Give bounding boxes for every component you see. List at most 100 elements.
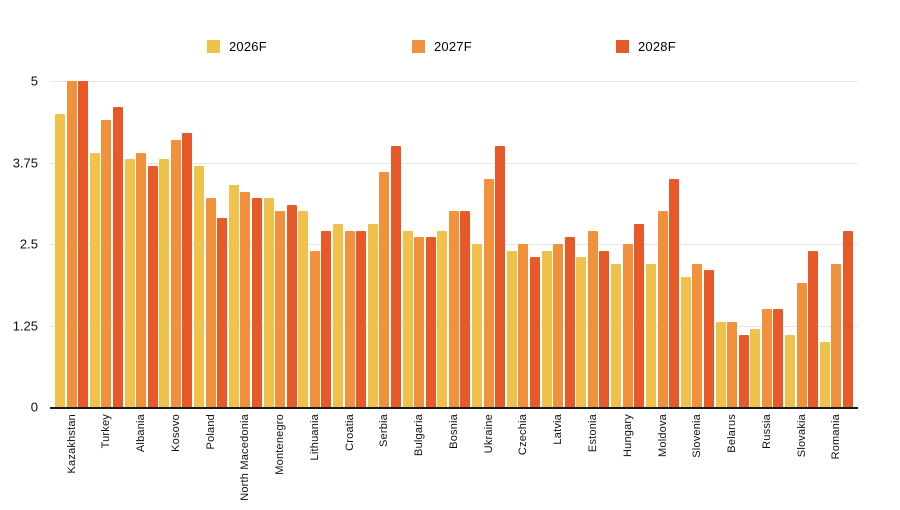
gridline [50, 81, 858, 82]
bar-lithuania-2026f[interactable] [298, 211, 309, 407]
bar-latvia-2026f[interactable] [541, 250, 552, 407]
bar-ukraine-2026f[interactable] [472, 244, 483, 407]
bar-latvia-2028f[interactable] [564, 237, 575, 407]
bar-romania-2026f[interactable] [819, 341, 830, 407]
bar-lithuania-2027f[interactable] [309, 250, 320, 407]
bar-montenegro-2026f[interactable] [263, 198, 274, 407]
x-axis-label: Romania [830, 414, 843, 460]
bar-group-north-macedonia: North Macedonia [228, 81, 262, 501]
x-axis-label: Estonia [586, 414, 599, 453]
bar-serbia-2026f[interactable] [367, 224, 378, 407]
bar-turkey-2026f[interactable] [89, 152, 100, 407]
bar-albania-2028f[interactable] [147, 165, 158, 407]
bar-slovenia-2028f[interactable] [703, 270, 714, 407]
bar-montenegro-2028f[interactable] [286, 204, 297, 407]
x-axis-label-wrap: Slovenia [681, 414, 714, 458]
bar-slovakia-2028f[interactable] [808, 250, 819, 407]
bar-serbia-2028f[interactable] [390, 146, 401, 407]
bar-bulgaria-2028f[interactable] [425, 237, 436, 407]
bar-albania-2026f[interactable] [124, 159, 135, 407]
x-axis-label-wrap: Montenegro [264, 414, 297, 475]
bar-kosovo-2027f[interactable] [170, 139, 181, 407]
bar-groups: Kazakhstan Turkey Albania Kosovo Poland North… [50, 81, 858, 501]
bar-bulgaria-2026f[interactable] [402, 230, 413, 407]
x-axis-label-wrap: Serbia [368, 414, 401, 447]
bar-poland-2026f[interactable] [194, 165, 205, 407]
bar-serbia-2027f[interactable] [379, 172, 390, 407]
bar-north-macedonia-2028f[interactable] [251, 198, 262, 407]
x-axis-label-wrap: Lithuania [298, 414, 331, 460]
bar-slovenia-2027f[interactable] [692, 263, 703, 407]
x-axis-label-wrap: Belarus [716, 414, 749, 453]
bar-ukraine-2027f[interactable] [483, 178, 494, 407]
x-axis-label-wrap: Bosnia [437, 414, 470, 449]
bar-czechia-2027f[interactable] [518, 244, 529, 407]
bar-group-poland: Poland [194, 81, 228, 449]
bar-croatia-2028f[interactable] [356, 230, 367, 407]
bar-croatia-2026f[interactable] [333, 224, 344, 407]
bar-bosnia-2027f[interactable] [448, 211, 459, 407]
bar-turkey-2028f[interactable] [112, 107, 123, 407]
bar-latvia-2027f[interactable] [553, 244, 564, 407]
x-axis-label-wrap: Croatia [333, 414, 366, 451]
bar-belarus-2027f[interactable] [727, 322, 738, 407]
x-axis-label-wrap: Ukraine [472, 414, 505, 453]
x-axis-label: Bosnia [447, 414, 460, 449]
bar-hungary-2026f[interactable] [611, 263, 622, 407]
bar-group-ukraine: Ukraine [472, 81, 506, 453]
bar-group-croatia: Croatia [333, 81, 367, 451]
bar-kosovo-2028f[interactable] [182, 133, 193, 407]
bar-bosnia-2028f[interactable] [460, 211, 471, 407]
x-axis-label: Moldova [656, 414, 669, 457]
x-axis-line [50, 407, 858, 409]
bar-kazakhstan-2027f[interactable] [66, 81, 77, 407]
bar-poland-2027f[interactable] [205, 198, 216, 407]
bar-north-macedonia-2027f[interactable] [240, 191, 251, 407]
bar-kazakhstan-2026f[interactable] [55, 113, 65, 407]
bar-group-albania: Albania [124, 81, 158, 452]
bar-kazakhstan-2028f[interactable] [78, 81, 88, 407]
bar-hungary-2027f[interactable] [622, 244, 633, 407]
bar-poland-2028f[interactable] [217, 217, 228, 407]
bar-group-slovakia: Slovakia [785, 81, 819, 457]
bar-bosnia-2026f[interactable] [437, 230, 448, 407]
bar-moldova-2027f[interactable] [657, 211, 668, 407]
bar-czechia-2028f[interactable] [529, 257, 540, 407]
bar-estonia-2027f[interactable] [587, 230, 598, 407]
bar-romania-2028f[interactable] [842, 230, 853, 407]
bar-ukraine-2028f[interactable] [495, 146, 506, 407]
bar-belarus-2028f[interactable] [738, 335, 749, 407]
bar-group-bosnia: Bosnia [437, 81, 471, 449]
legend-item-2026f[interactable]: 2026F [207, 39, 267, 54]
bar-albania-2027f[interactable] [136, 152, 147, 407]
bar-russia-2026f[interactable] [750, 328, 761, 407]
bar-croatia-2027f[interactable] [344, 230, 355, 407]
bar-north-macedonia-2026f[interactable] [228, 185, 239, 407]
bar-estonia-2026f[interactable] [576, 257, 587, 407]
legend-item-2028f[interactable]: 2028F [616, 39, 676, 54]
bar-turkey-2027f[interactable] [101, 120, 112, 407]
x-axis-label: Hungary [621, 414, 634, 457]
bar-bulgaria-2027f[interactable] [414, 237, 425, 407]
bar-slovakia-2026f[interactable] [785, 335, 796, 407]
legend-item-2027f[interactable]: 2027F [412, 39, 472, 54]
bar-slovenia-2026f[interactable] [680, 276, 691, 407]
bar-russia-2027f[interactable] [761, 309, 772, 407]
bar-russia-2028f[interactable] [773, 309, 784, 407]
bar-montenegro-2027f[interactable] [275, 211, 286, 407]
bar-hungary-2028f[interactable] [634, 224, 645, 407]
bar-romania-2027f[interactable] [831, 263, 842, 407]
bar-estonia-2028f[interactable] [599, 250, 610, 407]
legend-label-2026f: 2026F [229, 39, 267, 54]
bar-lithuania-2028f[interactable] [321, 230, 332, 407]
y-tick-label: 5 [30, 73, 38, 89]
bar-czechia-2026f[interactable] [506, 250, 517, 407]
x-axis-label: Belarus [726, 414, 739, 453]
bar-slovakia-2027f[interactable] [796, 283, 807, 407]
bar-kosovo-2026f[interactable] [159, 159, 170, 407]
bar-moldova-2026f[interactable] [646, 263, 657, 407]
bar-group-russia: Russia [750, 81, 784, 449]
bar-moldova-2028f[interactable] [669, 178, 680, 407]
x-axis-label: Latvia [552, 414, 565, 445]
bar-belarus-2026f[interactable] [715, 322, 726, 407]
